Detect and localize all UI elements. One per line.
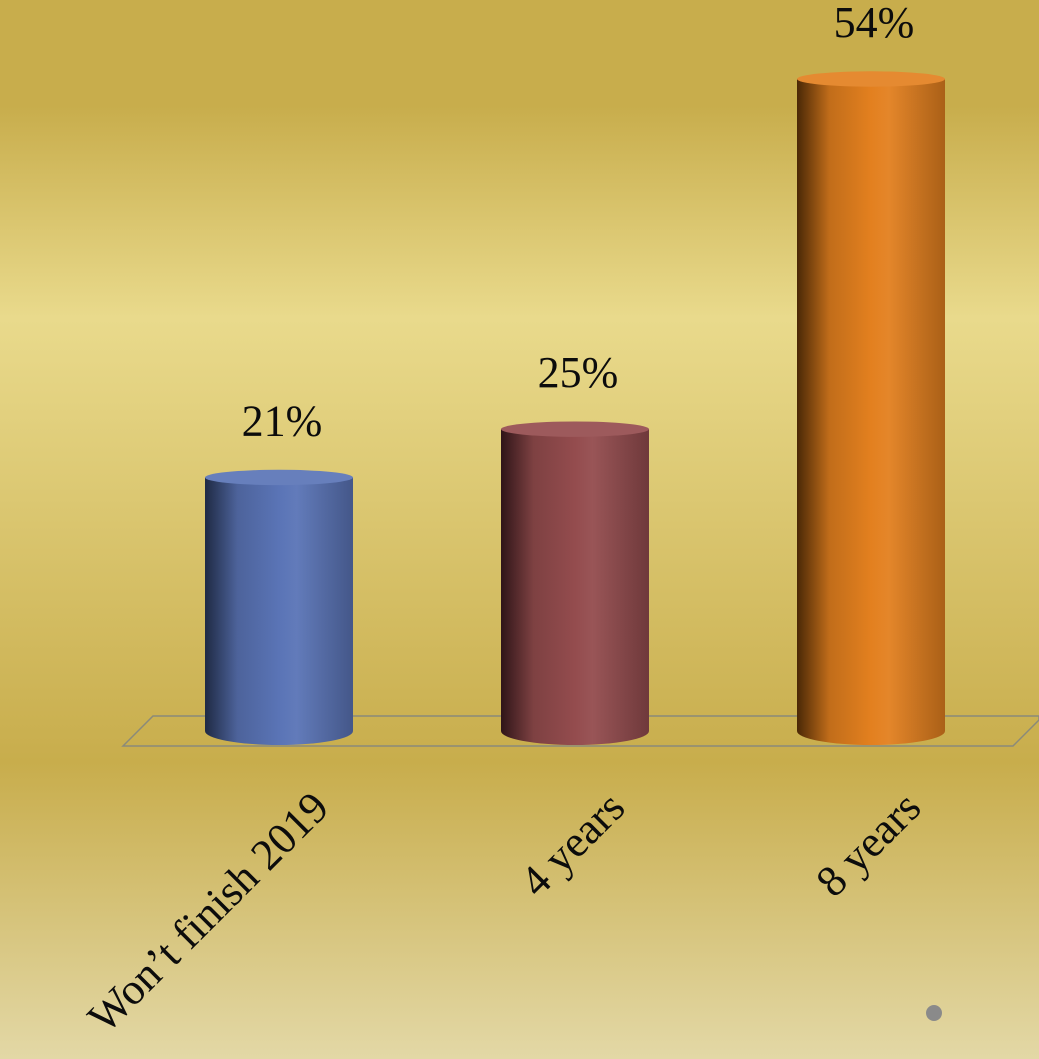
- bar-3: [797, 71, 945, 745]
- data-labels-layer: 21% 25% 54%: [242, 0, 915, 445]
- floor-plane: [121, 715, 1039, 747]
- data-label-2: 25%: [538, 348, 619, 397]
- bar-1-body: [205, 477, 353, 745]
- data-label-3: 54%: [834, 0, 915, 47]
- slide-dot: [926, 1005, 942, 1021]
- bar-2: [501, 421, 649, 745]
- data-label-1: 21%: [242, 396, 323, 445]
- bar-1: [205, 469, 353, 745]
- bar-3-cap: [797, 71, 945, 87]
- bar-2-body: [501, 429, 649, 745]
- bars-layer: [205, 71, 945, 745]
- bar-2-cap: [501, 421, 649, 437]
- bar-3-body: [797, 79, 945, 745]
- bar-1-cap: [205, 469, 353, 486]
